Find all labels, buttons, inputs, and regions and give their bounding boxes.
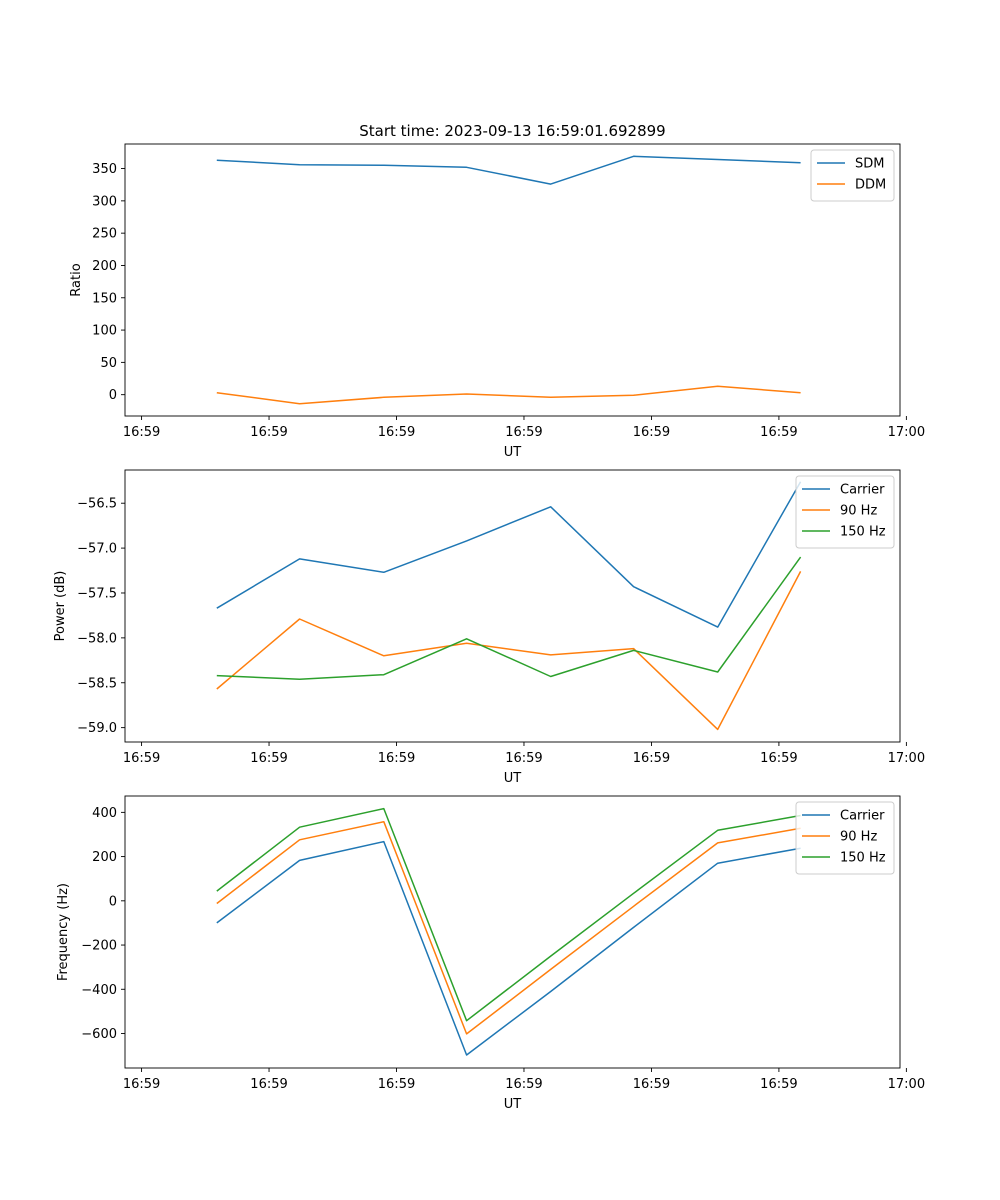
legend-label: 150 Hz <box>840 525 886 540</box>
y-tick-label: −59.0 <box>77 721 117 736</box>
legend-label: Carrier <box>840 483 885 498</box>
x-tick-label: 16:59 <box>378 751 415 766</box>
legend: Carrier 90 Hz 150 Hz <box>795 475 895 549</box>
chart-frequency: 16:59 16:59 16:59 16:59 16:59 16:59 17:00 −600 −… <box>56 795 925 1112</box>
y-axis-label: Ratio <box>69 263 84 296</box>
series-group <box>216 481 802 731</box>
y-tick-label: 400 <box>92 806 117 821</box>
legend-box <box>795 801 895 875</box>
figure-title: Start time: 2023-09-13 16:59:01.692899 <box>359 122 665 140</box>
x-tick-label: 16:59 <box>760 1077 797 1092</box>
y-tick-label: 250 <box>92 227 117 242</box>
y-tick-label: −600 <box>81 1027 117 1042</box>
series-line-carrier <box>216 840 801 1056</box>
chart-power: 16:59 16:59 16:59 16:59 16:59 16:59 17:00 −59.0… <box>53 469 925 786</box>
series-line-90-hz <box>216 571 802 731</box>
x-tick-label: 16:59 <box>505 425 542 440</box>
y-tick-label: 0 <box>109 894 117 909</box>
legend-label: 90 Hz <box>840 830 877 845</box>
x-tick-label: 16:59 <box>378 425 415 440</box>
x-tick-label: 16:59 <box>378 1077 415 1092</box>
x-tick-label: 17:00 <box>888 751 925 766</box>
y-tick-label: −57.0 <box>77 542 117 557</box>
legend-label: 150 Hz <box>840 851 886 866</box>
y-tick-label: 0 <box>109 388 117 403</box>
y-tick-label: 200 <box>92 850 117 865</box>
y-tick-label: 100 <box>92 324 117 339</box>
y-tick-label: 350 <box>92 162 117 177</box>
y-tick-label: 150 <box>92 291 117 306</box>
x-tick-label: 17:00 <box>888 425 925 440</box>
y-tick-label: −200 <box>81 939 117 954</box>
series-line-carrier <box>216 481 802 628</box>
x-tick-label: 16:59 <box>250 1077 287 1092</box>
y-tick-label: −58.0 <box>77 631 117 646</box>
x-tick-label: 16:59 <box>250 751 287 766</box>
x-axis-label: UT <box>504 1097 522 1112</box>
x-axis-label: UT <box>504 771 522 786</box>
y-tick-label: −57.5 <box>77 586 117 601</box>
axes-frame <box>124 469 901 743</box>
series-group <box>216 155 801 405</box>
x-tick-label: 17:00 <box>888 1077 925 1092</box>
x-tick-label: 16:59 <box>123 751 160 766</box>
x-tick-label: 16:59 <box>505 1077 542 1092</box>
x-tick-label: 16:59 <box>633 751 670 766</box>
y-axis-label: Power (dB) <box>53 571 68 642</box>
legend-label: DDM <box>855 178 886 193</box>
legend-label: SDM <box>855 157 884 172</box>
x-tick-label: 16:59 <box>633 1077 670 1092</box>
axes-frame <box>124 143 901 417</box>
legend-label: Carrier <box>840 809 885 824</box>
x-tick-label: 16:59 <box>250 425 287 440</box>
panels: 16:59 16:59 16:59 16:59 16:59 16:59 17:00 0 50 10… <box>53 143 925 1112</box>
x-tick-label: 16:59 <box>633 425 670 440</box>
x-tick-label: 16:59 <box>123 425 160 440</box>
legend: SDM DDM <box>810 149 895 202</box>
axes-frame <box>124 795 901 1069</box>
y-tick-label: −400 <box>81 983 117 998</box>
series-line-150-hz <box>216 807 801 1022</box>
legend-box <box>795 475 895 549</box>
x-tick-label: 16:59 <box>123 1077 160 1092</box>
series-line-90-hz <box>216 820 801 1035</box>
y-axis-label: Frequency (Hz) <box>56 883 71 981</box>
legend: Carrier 90 Hz 150 Hz <box>795 801 895 875</box>
y-tick-label: 200 <box>92 259 117 274</box>
series-line-sdm <box>216 155 801 185</box>
x-tick-label: 16:59 <box>505 751 542 766</box>
y-tick-label: 50 <box>100 356 117 371</box>
series-group <box>216 807 801 1056</box>
series-line-150-hz <box>216 556 802 680</box>
series-line-ddm <box>216 385 801 405</box>
x-axis-label: UT <box>504 445 522 460</box>
legend-label: 90 Hz <box>840 504 877 519</box>
chart-ratio: 16:59 16:59 16:59 16:59 16:59 16:59 17:00 0 50 10… <box>69 143 925 460</box>
y-tick-label: −58.5 <box>77 676 117 691</box>
x-tick-label: 16:59 <box>760 751 797 766</box>
y-tick-label: 300 <box>92 194 117 209</box>
x-tick-label: 16:59 <box>760 425 797 440</box>
y-tick-label: −56.5 <box>77 497 117 512</box>
